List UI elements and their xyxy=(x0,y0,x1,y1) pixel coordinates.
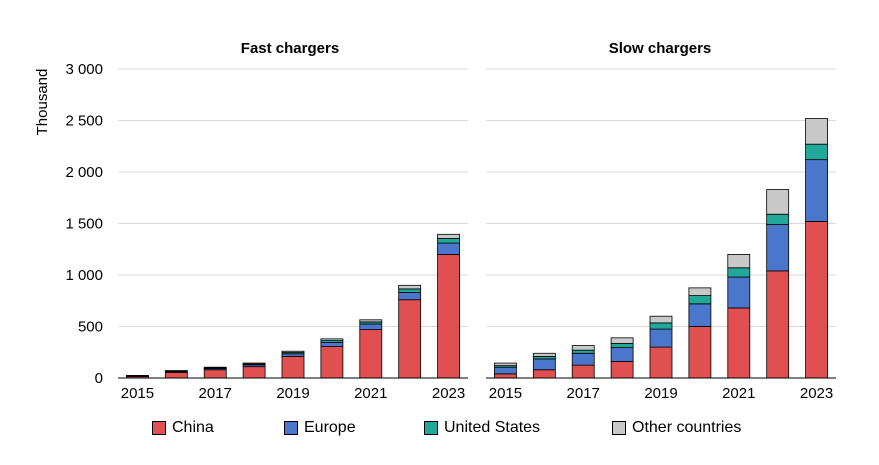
x-tick-label: 2017 xyxy=(199,385,232,402)
slow-chargers-panel: Slow chargers 2015 2017 2019 2021 2023 xyxy=(486,40,836,402)
legend-item-china: China xyxy=(152,416,214,440)
legend-swatch-china xyxy=(152,421,166,435)
y-tick-label: 2 000 xyxy=(65,164,103,181)
bar-fast-chargers-china-2018 xyxy=(242,366,266,379)
legend-label-united-states: United States xyxy=(444,419,541,436)
bar-slow-chargers-united-states-2018 xyxy=(610,343,634,349)
legend-swatch-other-countries xyxy=(612,421,626,435)
bar-slow-chargers-china-2017 xyxy=(571,364,595,379)
x-tick-label: 2017 xyxy=(567,385,600,402)
chart: 0 500 1 000 1 500 2 000 2 500 3 000 Thousand F… xyxy=(34,40,836,402)
bar-slow-chargers-china-2021 xyxy=(727,307,751,379)
legend-swatch-united-states xyxy=(424,421,438,435)
bar-fast-chargers-china-2022 xyxy=(398,299,422,379)
bar-fast-chargers-other-countries-2019 xyxy=(281,350,305,353)
bar-slow-chargers-china-2023 xyxy=(805,221,828,379)
bar-fast-chargers-europe-2021 xyxy=(359,323,383,330)
y-tick-label: 0 xyxy=(95,370,103,387)
bar-slow-chargers-europe-2015 xyxy=(494,366,517,375)
bar-slow-chargers-other-countries-2015 xyxy=(494,362,517,367)
bar-slow-chargers-china-2018 xyxy=(610,361,634,379)
fast-chargers-panel: Fast chargers 2015 2017 2019 2021 2023 xyxy=(118,40,468,402)
x-tick-label: 2019 xyxy=(644,385,677,402)
y-axis: 0 500 1 000 1 500 2 000 2 500 3 000 xyxy=(65,61,103,387)
bar-slow-chargers-europe-2018 xyxy=(610,347,634,362)
legend: China Europe United States Other countri… xyxy=(0,416,879,444)
bar-slow-chargers-other-countries-2023 xyxy=(805,118,828,145)
bar-fast-chargers-china-2020 xyxy=(320,346,344,379)
y-tick-label: 500 xyxy=(78,319,103,336)
bar-slow-chargers-united-states-2021 xyxy=(727,267,751,278)
y-tick-label: 3 000 xyxy=(65,61,103,78)
bar-slow-chargers-united-states-2020 xyxy=(688,295,712,305)
bar-slow-chargers-china-2020 xyxy=(688,326,712,379)
x-tick-label: 2023 xyxy=(800,385,833,402)
bar-slow-chargers-china-2019 xyxy=(649,346,673,379)
slow-chargers-title: Slow chargers xyxy=(609,40,712,57)
bar-fast-chargers-other-countries-2020 xyxy=(320,338,344,342)
bar-slow-chargers-other-countries-2017 xyxy=(571,345,595,351)
y-tick-label: 1 500 xyxy=(65,216,103,233)
bar-slow-chargers-other-countries-2022 xyxy=(766,189,790,215)
bar-slow-chargers-europe-2023 xyxy=(805,159,828,222)
bar-fast-chargers-united-states-2023 xyxy=(437,238,460,244)
bar-fast-chargers-china-2023 xyxy=(437,253,460,379)
bar-slow-chargers-europe-2017 xyxy=(571,352,595,366)
bar-slow-chargers-china-2015 xyxy=(494,373,517,379)
bar-fast-chargers-china-2019 xyxy=(281,355,305,379)
bar-slow-chargers-other-countries-2019 xyxy=(649,315,673,324)
bar-fast-chargers-europe-2022 xyxy=(398,292,422,301)
legend-item-other-countries: Other countries xyxy=(612,416,741,440)
bar-fast-chargers-other-countries-2022 xyxy=(398,284,422,290)
y-tick-label: 2 500 xyxy=(65,113,103,130)
bar-slow-chargers-united-states-2019 xyxy=(649,322,673,330)
bar-slow-chargers-europe-2021 xyxy=(727,276,751,309)
y-axis-label: Thousand xyxy=(34,69,51,136)
x-tick-label: 2021 xyxy=(354,385,387,402)
bar-fast-chargers-other-countries-2023 xyxy=(437,233,460,239)
bar-fast-chargers-other-countries-2021 xyxy=(359,319,383,323)
bar-slow-chargers-china-2022 xyxy=(766,270,790,379)
bar-slow-chargers-united-states-2017 xyxy=(571,349,595,354)
legend-label-other-countries: Other countries xyxy=(632,419,742,436)
legend-swatch-europe xyxy=(284,421,298,435)
y-tick-label: 1 000 xyxy=(65,267,103,284)
bar-slow-chargers-other-countries-2018 xyxy=(610,337,634,344)
bar-fast-chargers-europe-2020 xyxy=(320,342,344,347)
bar-fast-chargers-other-countries-2016 xyxy=(164,370,188,372)
x-tick-label: 2023 xyxy=(432,385,465,402)
legend-item-united-states: United States xyxy=(424,416,540,440)
bar-fast-chargers-other-countries-2017 xyxy=(203,366,227,369)
x-tick-label: 2021 xyxy=(722,385,755,402)
bar-slow-chargers-other-countries-2016 xyxy=(532,352,556,357)
bar-slow-chargers-other-countries-2021 xyxy=(727,253,751,269)
legend-item-europe: Europe xyxy=(284,416,356,440)
bar-fast-chargers-china-2016 xyxy=(164,371,188,379)
bar-slow-chargers-europe-2016 xyxy=(532,358,556,371)
bar-slow-chargers-united-states-2023 xyxy=(805,143,828,161)
bar-fast-chargers-china-2017 xyxy=(203,369,227,379)
bar-slow-chargers-europe-2019 xyxy=(649,328,673,348)
x-tick-label: 2019 xyxy=(276,385,309,402)
fast-chargers-title: Fast chargers xyxy=(241,40,339,57)
x-tick-label: 2015 xyxy=(121,385,154,402)
bar-slow-chargers-europe-2020 xyxy=(688,303,712,327)
bar-fast-chargers-united-states-2022 xyxy=(398,288,422,293)
x-tick-label: 2015 xyxy=(489,385,522,402)
bar-slow-chargers-china-2016 xyxy=(532,369,556,379)
bar-fast-chargers-europe-2023 xyxy=(437,242,460,255)
bar-fast-chargers-other-countries-2018 xyxy=(242,362,266,365)
bar-fast-chargers-china-2021 xyxy=(359,329,383,379)
legend-label-china: China xyxy=(172,419,214,436)
legend-label-europe: Europe xyxy=(304,419,356,436)
bar-slow-chargers-other-countries-2020 xyxy=(688,287,712,296)
bar-slow-chargers-united-states-2022 xyxy=(766,213,790,225)
bar-slow-chargers-europe-2022 xyxy=(766,224,790,272)
